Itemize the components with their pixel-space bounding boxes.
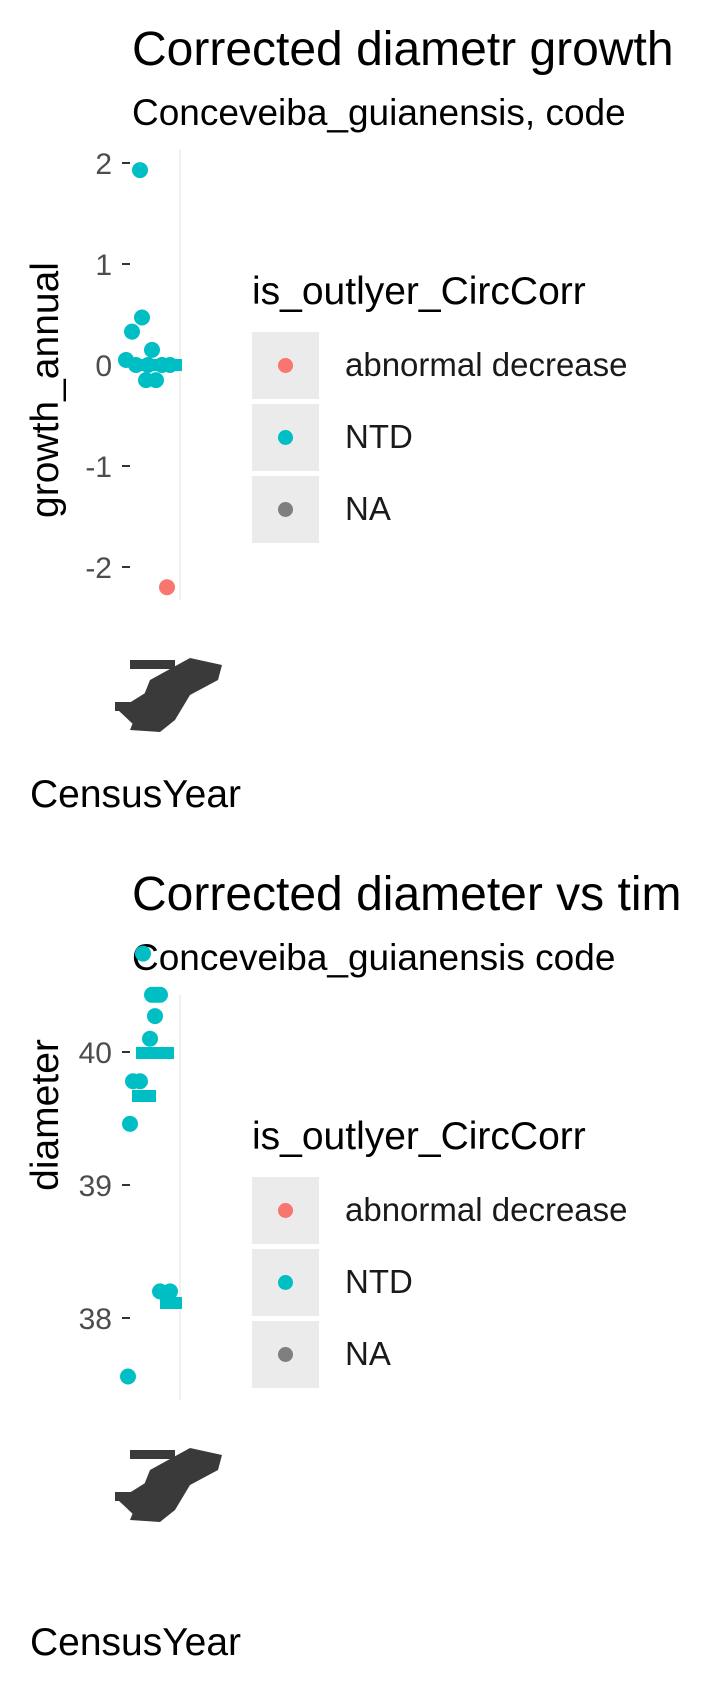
x-axis-label: CensusYear [30,1621,242,1664]
legend-label: NTD [345,1263,413,1300]
chart-title: Corrected diameter vs tim [132,868,682,921]
legend: is_outlyer_CircCorr abnormal decrease NT… [252,1115,628,1393]
abnormal-decrease-dot-icon [278,358,293,373]
data-point [135,945,151,962]
legend-item-ntd: NTD [252,1249,586,1317]
growth-chart-panel: Corrected diametr growth Conceveiba_guia… [0,0,728,845]
x-tick-labels-overplot [115,658,222,732]
data-point [122,1115,138,1132]
y-tick-label: 2 [95,148,112,181]
chart-subtitle: Conceveiba_guianensis, code [132,92,626,133]
legend-label: NA [345,490,391,527]
legend-key [252,476,319,543]
data-point [144,341,160,358]
data-point [162,1283,178,1300]
legend-key [252,404,319,471]
legend-title: is_outlyer_CircCorr [252,1115,586,1158]
y-tick-label: 38 [79,1303,112,1336]
chart-title: Corrected diametr growth [132,23,674,76]
y-tick-label: 40 [79,1037,112,1070]
data-point [132,162,148,179]
data-point [152,986,168,1003]
legend: is_outlyer_CircCorr abnormal decrease NT… [252,270,628,548]
legend-key [252,1177,319,1244]
chart-subtitle: Conceveiba_guianensis code [132,937,616,978]
data-point-band [132,1090,156,1102]
legend-label: abnormal decrease [345,346,628,383]
x-tick-label-mark [118,690,175,726]
y-tick-label: -1 [85,451,112,484]
legend-item-ntd: NTD [252,404,586,472]
growth-plot: 2 1 0 -1 -2 growth_annual [24,148,222,732]
y-tick-label: -2 [85,552,112,585]
x-tick-label-mark [130,1450,175,1459]
legend-item-na: NA [252,1321,586,1389]
legend-label: NTD [345,418,413,455]
ntd-dot-icon [278,430,293,445]
data-point-band [136,1047,174,1059]
legend-key [252,1321,319,1388]
legend-key [252,1249,319,1316]
x-tick-labels-overplot [115,1448,222,1522]
diameter-chart-panel: Corrected diameter vs tim Conceveiba_gui… [0,845,728,1693]
legend-key [252,332,319,399]
data-point [124,323,140,340]
legend-title: is_outlyer_CircCorr [252,270,586,313]
legend-item-abnormal-decrease: abnormal decrease [252,1177,628,1245]
y-axis-label: growth_annual [24,262,67,518]
legend-label: abnormal decrease [345,1191,628,1228]
data-point [132,1073,148,1090]
abnormal-decrease-dot-icon [278,1203,293,1218]
x-tick-label-mark [130,660,175,669]
legend-item-abnormal-decrease: abnormal decrease [252,332,628,400]
y-tick-label: 1 [95,249,112,282]
na-dot-icon [278,1347,293,1362]
data-point-band [160,1297,182,1309]
data-point [120,1368,136,1385]
y-tick-label: 39 [79,1170,112,1203]
x-tick-label-mark [118,1480,175,1516]
data-point [147,1008,163,1025]
data-point [142,1030,158,1047]
data-point-band [132,359,182,371]
data-point [159,579,175,596]
ntd-dot-icon [278,1275,293,1290]
diameter-plot: 40 39 38 diameter [24,945,222,1522]
na-dot-icon [278,502,293,517]
data-point [148,372,164,389]
y-tick-label: 0 [95,350,112,383]
y-axis-label: diameter [24,1039,67,1191]
x-axis-label: CensusYear [30,773,242,816]
data-point [134,309,150,326]
legend-item-na: NA [252,476,586,544]
legend-label: NA [345,1335,391,1372]
